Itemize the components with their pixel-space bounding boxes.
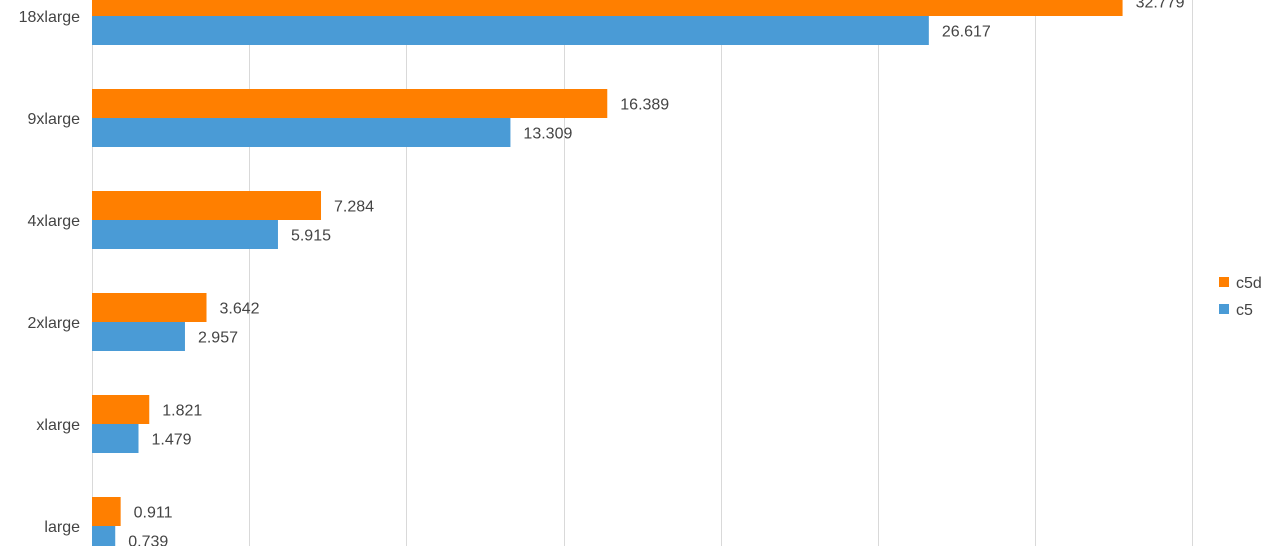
data-label-c5: 13.309 bbox=[523, 126, 572, 143]
bar-c5-large bbox=[92, 526, 116, 546]
data-label-c5: 26.617 bbox=[942, 24, 991, 41]
bar-c5d-4xlarge bbox=[92, 191, 322, 220]
bar-c5d-large bbox=[92, 497, 121, 526]
bar-c5d-xlarge bbox=[92, 395, 150, 424]
data-label-c5: 0.739 bbox=[128, 534, 168, 546]
data-label-c5: 5.915 bbox=[291, 228, 331, 245]
bars bbox=[92, 0, 1123, 546]
category-label: 4xlarge bbox=[28, 213, 81, 230]
category-label: 2xlarge bbox=[28, 315, 81, 332]
data-label-c5: 1.479 bbox=[151, 432, 191, 449]
bar-c5d-9xlarge bbox=[92, 89, 608, 118]
data-label-c5d: 32.779 bbox=[1136, 0, 1185, 12]
bar-c5-2xlarge bbox=[92, 322, 185, 351]
category-label: xlarge bbox=[36, 417, 80, 434]
legend-label-c5: c5 bbox=[1236, 302, 1253, 319]
bar-c5-9xlarge bbox=[92, 118, 511, 147]
bar-c5d-18xlarge bbox=[92, 0, 1123, 16]
legend-label-c5d: c5d bbox=[1236, 275, 1262, 292]
data-label-c5d: 0.911 bbox=[134, 505, 173, 522]
bar-c5-xlarge bbox=[92, 424, 139, 453]
category-label: 18xlarge bbox=[19, 9, 80, 26]
legend: c5d c5 bbox=[1219, 275, 1262, 319]
legend-swatch-c5d bbox=[1219, 277, 1229, 287]
bar-c5-4xlarge bbox=[92, 220, 278, 249]
data-label-c5d: 16.389 bbox=[620, 97, 669, 114]
data-label-c5d: 7.284 bbox=[334, 199, 374, 216]
bar-c5d-2xlarge bbox=[92, 293, 207, 322]
data-label-c5d: 3.642 bbox=[220, 301, 260, 318]
legend-swatch-c5 bbox=[1219, 304, 1229, 314]
data-label-c5: 2.957 bbox=[198, 330, 238, 347]
category-label: 9xlarge bbox=[28, 111, 81, 128]
data-label-c5d: 1.821 bbox=[162, 403, 202, 420]
labels: 18xlarge 32.779 26.617 9xlarge 16.389 13.309 4… bbox=[19, 0, 1185, 546]
bar-c5-18xlarge bbox=[92, 16, 929, 45]
category-label: large bbox=[44, 519, 80, 536]
gridlines bbox=[92, 0, 1193, 546]
